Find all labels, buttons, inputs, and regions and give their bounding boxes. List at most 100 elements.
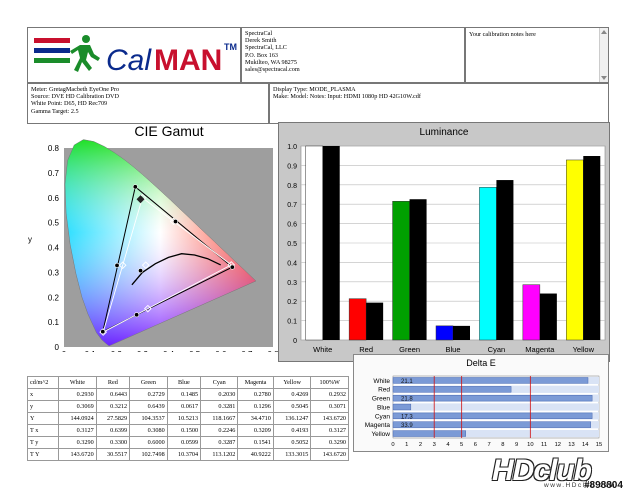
delta-e-x-tick: 13	[568, 442, 574, 448]
table-header-cell: White	[58, 376, 97, 389]
cie-measured-point	[229, 264, 235, 270]
cie-marker-diamond	[136, 195, 145, 204]
table-cell: 0.3290	[310, 436, 349, 449]
luminance-y-tick: 0.3	[287, 280, 297, 287]
luminance-y-tick: 0.9	[287, 163, 297, 170]
cie-x-tick: 0.6	[215, 350, 227, 352]
cie-y-tick: 0.2	[48, 293, 60, 302]
luminance-y-tick: 1.0	[287, 144, 297, 151]
table-header-cell: Cyan	[200, 376, 239, 389]
measurement-table-wrap: cd/m^2 White Red Green Blue Cyan Magenta Yellow…	[26, 376, 349, 461]
table-cell: 0.0599	[166, 436, 202, 449]
delta-e-x-tick: 15	[596, 442, 602, 448]
luminance-bar-target	[496, 180, 514, 340]
cie-measured-point	[114, 262, 120, 268]
cie-y-tick: 0.4	[48, 244, 60, 253]
meter-info-line: Gamma Target: 2.5	[31, 107, 79, 115]
delta-e-title: Delta E	[466, 358, 496, 368]
delta-e-x-tick: 11	[541, 442, 547, 448]
table-header-cell: Magenta	[237, 376, 274, 389]
table-cell: 30.5517	[95, 448, 131, 461]
delta-e-x-tick: 0	[391, 442, 394, 448]
delta-e-row-bg	[393, 403, 599, 411]
delta-e-label: 17.3	[401, 414, 413, 420]
table-cell: 102.7498	[129, 448, 168, 461]
logo-man-text: MAN	[154, 44, 222, 77]
luminance-x-tick: Magenta	[525, 345, 555, 354]
luminance-x-tick: Blue	[445, 345, 460, 354]
delta-e-bar	[392, 395, 593, 402]
table-cell: 0.6000	[129, 436, 168, 449]
delta-e-x-tick: 2	[419, 442, 422, 448]
table-cell: 34.4710	[237, 412, 274, 425]
table-row-label: x	[26, 388, 60, 401]
luminance-bar-target	[583, 156, 601, 340]
company-line: P.O. Box 163	[245, 51, 279, 59]
company-line: Derek Smith	[245, 37, 277, 45]
luminance-chart: Luminance 0 0.1 0.2 0.3 0.4 0.5 0.6 0.7 0.8 0.9 1.…	[278, 122, 610, 362]
stamp-code: #898804	[584, 480, 623, 491]
luminance-bar-target	[409, 199, 427, 340]
cie-x-tick: 0.7	[241, 350, 253, 352]
delta-e-label: 21.1	[401, 379, 413, 385]
cie-y-tick: 0.1	[48, 318, 60, 327]
cie-x-tick: 0.2	[111, 350, 123, 352]
delta-e-chart: Delta E White 21.1 Red Green 21.8 Blue Cyan 17.…	[353, 354, 609, 452]
delta-e-x-tick: 9	[515, 442, 518, 448]
delta-e-bar	[392, 421, 591, 428]
company-info: SpectraCal Derek Smith SpectraCal, LLC P.O.…	[241, 27, 465, 83]
delta-e-category: White	[373, 378, 390, 385]
luminance-bar-measured	[305, 145, 323, 341]
table-row-label: T x	[26, 424, 60, 437]
delta-e-bar	[392, 386, 512, 393]
table-cell: 0.3069	[58, 400, 97, 413]
cie-measured-point	[132, 184, 138, 190]
luminance-y-tick: 0.6	[287, 222, 297, 229]
calibration-notes[interactable]: Your calibration notes here	[465, 27, 609, 83]
cie-gamut-triangle	[102, 185, 234, 333]
table-cell: 0.3300	[95, 436, 131, 449]
scroll-up-arrow-icon[interactable]	[601, 30, 607, 34]
cie-x-tick: 0.4	[163, 350, 175, 352]
delta-e-x-tick: 3	[433, 442, 436, 448]
cie-measured-point	[134, 312, 140, 318]
delta-e-x-tick: 4	[446, 442, 450, 448]
display-info-line: Display Type: MODE_PLASMA	[273, 86, 356, 93]
meter-info-line: Source: DVE HD Calibration DVD	[31, 93, 119, 101]
table-cell: 0.6439	[129, 400, 168, 413]
table-row-label: T Y	[26, 448, 60, 461]
notes-scrollbar[interactable]	[599, 28, 608, 82]
table-cell: 0.6443	[95, 388, 131, 401]
delta-e-bar	[392, 430, 466, 437]
meter-info: Meter: GretagMacbeth EyeOne Pro Source: D…	[27, 83, 269, 124]
cie-title: CIE Gamut	[134, 123, 203, 139]
measurement-table: cd/m^2 White Red Green Blue Cyan Magenta Yellow…	[26, 376, 349, 461]
cie-spectral-locus-overlay	[65, 139, 256, 346]
scroll-down-arrow-icon[interactable]	[601, 76, 607, 80]
cie-measured-point	[100, 329, 106, 335]
delta-e-x-tick: 7	[488, 442, 491, 448]
table-header-cell: Green	[129, 376, 168, 389]
table-header-row: cd/m^2 White Red Green Blue Cyan Magenta Yellow…	[26, 376, 349, 389]
delta-e-x-tick: 5	[460, 442, 463, 448]
table-cell: 27.5829	[95, 412, 131, 425]
table-cell: 143.6720	[310, 412, 349, 425]
luminance-y-tick: 0.8	[287, 183, 297, 190]
table-cell: 0.3281	[200, 400, 239, 413]
luminance-x-tick: White	[313, 345, 332, 354]
watermark-site: www.HDclub.com	[544, 482, 616, 489]
cie-y-tick: 0.5	[48, 219, 60, 228]
table-cell: 104.3537	[129, 412, 168, 425]
table-row: T y 0.3290 0.3300 0.6000 0.0599 0.3287 0.1541 0…	[26, 436, 349, 449]
luminance-bar-measured	[348, 298, 367, 341]
notes-text[interactable]: Your calibration notes here	[469, 31, 536, 38]
luminance-bar-measured	[566, 159, 584, 341]
luminance-bar-target	[322, 146, 340, 340]
delta-e-label: 33.9	[401, 423, 413, 429]
table-cell: 0.3071	[310, 400, 349, 413]
table-cell: 0.3212	[95, 400, 131, 413]
table-cell: 0.2246	[200, 424, 239, 437]
luminance-x-tick: Red	[359, 345, 373, 354]
company-line: sales@spectracal.com	[245, 66, 300, 74]
luminance-bar-measured	[392, 201, 410, 341]
